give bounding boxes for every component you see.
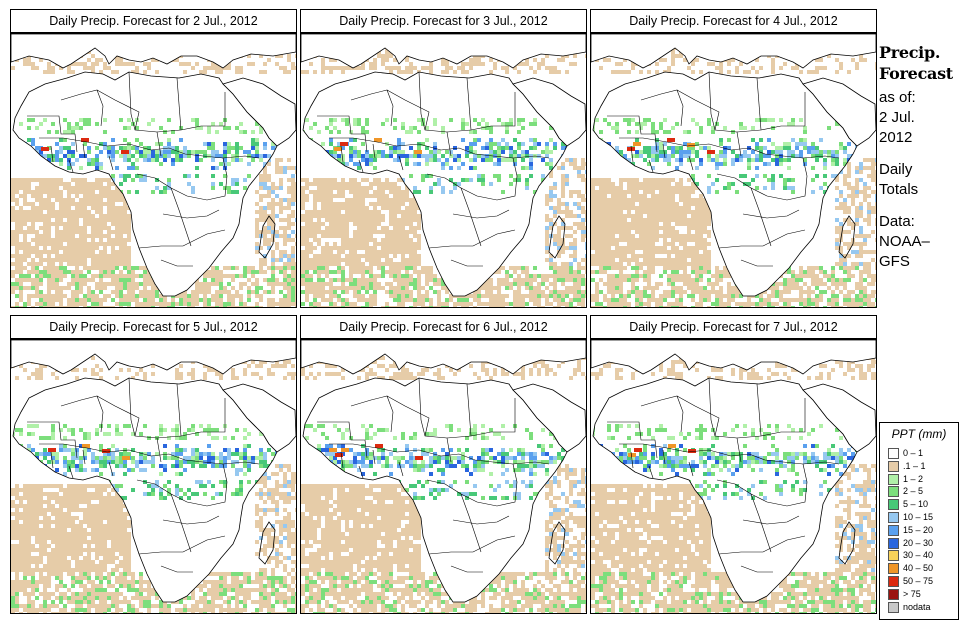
legend-label: > 75 [903, 588, 921, 599]
legend-swatch [888, 524, 899, 536]
legend-swatch [888, 486, 899, 498]
legend-swatch [888, 576, 899, 587]
source-label: Data: [879, 213, 915, 230]
legend-item: 50 – 75 [888, 576, 956, 588]
legend-item: 20 – 30 [888, 537, 956, 550]
legend-label: 30 – 40 [903, 550, 934, 561]
legend-label: 1 – 2 [903, 473, 924, 484]
map-canvas [11, 34, 296, 307]
precip-map [10, 339, 297, 614]
forecast-panel-day3: Daily Precip. Forecast for 4 Jul., 2012 [590, 9, 877, 308]
legend-label: 50 – 75 [903, 576, 934, 586]
map-canvas [591, 34, 876, 307]
legend-item: 2 – 5 [888, 486, 956, 498]
panel-title: Daily Precip. Forecast for 6 Jul., 2012 [300, 315, 587, 339]
legend-swatch [888, 473, 899, 485]
asof-year: 2012 [879, 129, 913, 146]
legend-item: 40 – 50 [888, 563, 956, 575]
asof-label: as of: [879, 89, 916, 106]
map-canvas [301, 34, 586, 307]
legend-item: nodata [888, 601, 956, 614]
legend-swatch [888, 512, 899, 523]
forecast-panel-day5: Daily Precip. Forecast for 6 Jul., 2012 [300, 315, 587, 614]
legend-item: 10 – 15 [888, 512, 956, 524]
sidebar-heading-line2: Forecast [879, 64, 953, 83]
legend-swatch [888, 460, 899, 472]
legend-label: 5 – 10 [903, 499, 929, 510]
legend-label: 20 – 30 [903, 537, 934, 548]
legend-label: .1 – 1 [903, 460, 926, 471]
forecast-panel-day1: Daily Precip. Forecast for 2 Jul., 2012 [10, 9, 297, 308]
legend-item: .1 – 1 [888, 460, 956, 473]
precip-map [300, 33, 587, 308]
legend-label: 0 – 1 [903, 448, 924, 458]
forecast-panel-day6: Daily Precip. Forecast for 7 Jul., 2012 [590, 315, 877, 614]
precip-map [590, 339, 877, 614]
legend-swatch [888, 448, 899, 459]
legend-title: PPT (mm) [891, 427, 947, 441]
legend-swatch [888, 601, 899, 613]
legend-item: 0 – 1 [888, 448, 956, 460]
panel-title: Daily Precip. Forecast for 5 Jul., 2012 [10, 315, 297, 339]
forecast-panel-day2: Daily Precip. Forecast for 3 Jul., 2012 [300, 9, 587, 308]
totals-label-line2: Totals [879, 181, 919, 198]
legend-label: 10 – 15 [903, 512, 934, 522]
legend-swatch [888, 499, 899, 511]
precip-map [300, 339, 587, 614]
legend-item: 15 – 20 [888, 524, 956, 537]
panel-title: Daily Precip. Forecast for 3 Jul., 2012 [300, 9, 587, 33]
ppt-legend: PPT (mm) 0 – 1 .1 – 1 1 – 2 2 – 5 5 – 10 10 –… [879, 422, 959, 620]
asof-date: 2 Jul. [879, 109, 915, 126]
precip-map [10, 33, 297, 308]
legend-item: 30 – 40 [888, 550, 956, 562]
forecast-panel-day4: Daily Precip. Forecast for 5 Jul., 2012 [10, 315, 297, 614]
map-canvas [591, 340, 876, 613]
legend-item: 1 – 2 [888, 473, 956, 486]
legend-label: 40 – 50 [903, 563, 934, 574]
source-name-line1: NOAA– [879, 233, 930, 250]
legend-label: 15 – 20 [903, 524, 934, 535]
panel-title: Daily Precip. Forecast for 2 Jul., 2012 [10, 9, 297, 33]
precip-map [590, 33, 877, 308]
legend-label: nodata [903, 601, 931, 612]
legend-item: 5 – 10 [888, 499, 956, 511]
totals-label-line1: Daily [879, 161, 913, 178]
legend-swatch [888, 563, 899, 575]
legend-label: 2 – 5 [903, 486, 924, 497]
map-canvas [301, 340, 586, 613]
source-name-line2: GFS [879, 253, 910, 270]
panel-title: Daily Precip. Forecast for 7 Jul., 2012 [590, 315, 877, 339]
legend-item: > 75 [888, 588, 956, 601]
panel-title: Daily Precip. Forecast for 4 Jul., 2012 [590, 9, 877, 33]
sidebar-info: Precip. Forecast as of: 2 Jul. 2012 Dail… [879, 42, 963, 272]
legend-swatch [888, 588, 899, 600]
legend-swatch [888, 550, 899, 562]
sidebar-heading-line1: Precip. [879, 43, 941, 62]
legend-swatch [888, 537, 899, 549]
map-canvas [11, 340, 296, 613]
